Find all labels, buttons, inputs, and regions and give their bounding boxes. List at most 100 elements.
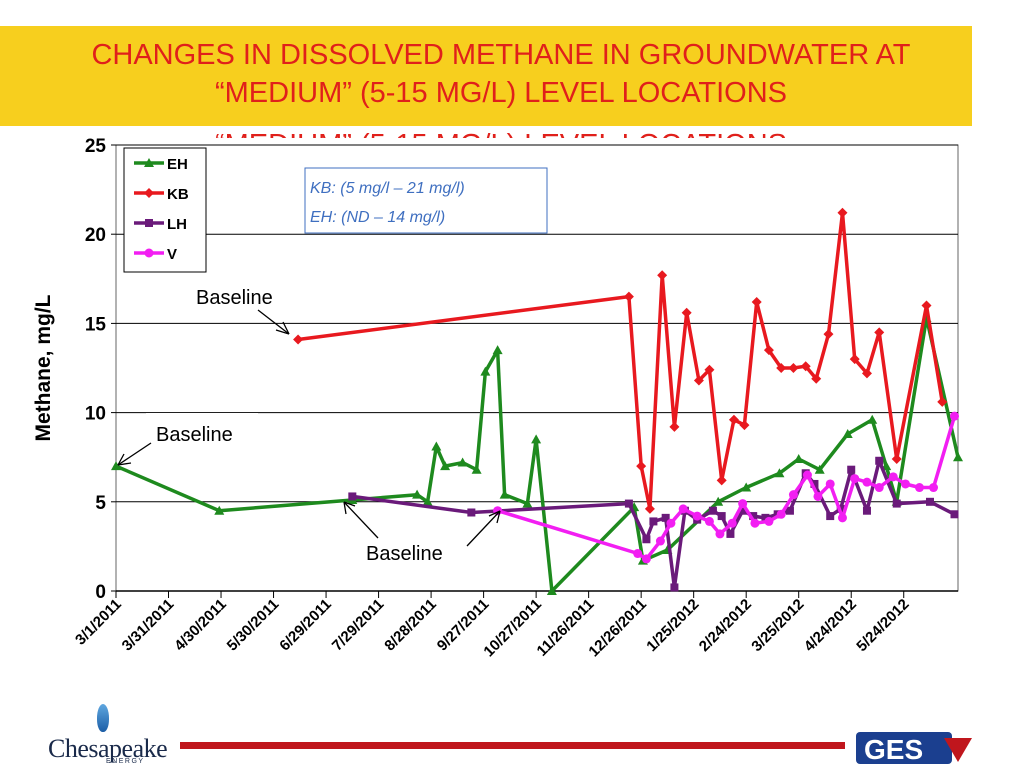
data-point-kb bbox=[751, 296, 762, 307]
data-point-lh bbox=[670, 583, 679, 592]
title-overflow: CHANGES IN DISSOLVED METHANE IN GROUNDWA… bbox=[0, 126, 1024, 138]
data-point-kb bbox=[693, 375, 704, 386]
flame-icon bbox=[97, 704, 109, 732]
data-point-lh bbox=[862, 506, 871, 515]
legend-marker-kb bbox=[144, 188, 154, 198]
data-point-v bbox=[928, 483, 938, 493]
data-point-eh bbox=[546, 586, 557, 595]
data-point-lh bbox=[467, 508, 476, 517]
data-point-eh bbox=[457, 457, 468, 467]
data-point-lh bbox=[649, 517, 658, 526]
data-point-eh bbox=[471, 464, 482, 474]
data-point-lh bbox=[749, 512, 758, 521]
data-point-eh bbox=[793, 453, 804, 463]
data-point-eh bbox=[431, 441, 442, 451]
annotation-lh-arrow bbox=[343, 501, 379, 539]
data-point-eh bbox=[480, 366, 491, 376]
data-point-v bbox=[837, 513, 847, 523]
annotation-eh-baseline: Baseline bbox=[156, 424, 233, 446]
data-point-v bbox=[678, 504, 688, 514]
data-point-v bbox=[862, 477, 872, 487]
data-point-v bbox=[874, 483, 884, 493]
data-point-eh bbox=[774, 468, 785, 478]
data-point-lh bbox=[726, 529, 735, 538]
info-box-line: EH: (ND – 14 mg/l) bbox=[310, 209, 445, 226]
legend-marker-v bbox=[144, 248, 154, 258]
methane-chart: 0 5 10 15 20 25 3/1/20113/31/20114/30/20115/30… bbox=[32, 136, 963, 660]
data-point-kb bbox=[681, 307, 692, 318]
annotation-kb-arrow bbox=[257, 309, 290, 335]
annotation-v-arrowhead bbox=[488, 510, 501, 524]
data-point-eh bbox=[531, 434, 542, 444]
ges-logo-text: GES bbox=[864, 734, 923, 765]
y-tick-label: 0 bbox=[95, 582, 106, 603]
data-point-kb bbox=[776, 363, 787, 373]
legend-marker-lh bbox=[145, 219, 153, 227]
data-point-kb bbox=[716, 475, 727, 486]
data-point-v bbox=[704, 516, 714, 526]
data-point-v bbox=[825, 479, 835, 489]
data-point-lh bbox=[875, 456, 884, 465]
data-point-eh bbox=[953, 452, 963, 462]
data-point-v bbox=[802, 470, 812, 480]
data-point-lh bbox=[761, 513, 770, 522]
ges-logo: GES bbox=[856, 732, 972, 765]
x-tick-label: 5/24/2012 bbox=[853, 596, 912, 655]
data-point-v bbox=[750, 518, 760, 528]
data-point-lh bbox=[624, 499, 633, 508]
chesapeake-logo-sub: ENERGY bbox=[106, 758, 145, 765]
data-point-lh bbox=[810, 479, 819, 488]
slide-title-overflow: CHANGES IN DISSOLVED METHANE IN GROUNDWA… bbox=[40, 126, 962, 138]
data-point-v bbox=[949, 411, 959, 421]
x-tick-label: 3/25/2012 bbox=[748, 596, 807, 655]
data-point-lh bbox=[708, 506, 717, 515]
legend-label-kb: KB bbox=[167, 186, 189, 203]
data-point-v bbox=[692, 511, 702, 521]
data-point-lh bbox=[847, 465, 856, 474]
chesapeake-logo: Chesapeake ENERGY bbox=[44, 700, 179, 766]
data-point-v bbox=[900, 479, 910, 489]
data-point-v bbox=[727, 518, 737, 528]
annotation-eh-arrowhead bbox=[117, 453, 132, 466]
y-axis-title: Methane, mg/L bbox=[32, 294, 55, 441]
data-point-v bbox=[633, 549, 643, 559]
data-point-lh bbox=[642, 535, 651, 544]
data-point-eh bbox=[522, 498, 533, 508]
data-point-kb bbox=[644, 503, 655, 514]
chesapeake-logo-text: Chesapeake bbox=[48, 734, 168, 763]
x-tick-label: 8/28/2011 bbox=[381, 596, 440, 655]
data-point-eh bbox=[814, 464, 825, 474]
x-tick-label: 2/24/2012 bbox=[696, 596, 755, 655]
data-point-kb bbox=[704, 364, 715, 375]
data-point-eh bbox=[440, 461, 451, 471]
data-point-eh bbox=[492, 345, 503, 355]
data-point-v bbox=[764, 516, 774, 526]
data-point-kb bbox=[728, 414, 739, 425]
x-tick-label: 7/29/2011 bbox=[329, 596, 388, 655]
x-tick-label: 3/31/2011 bbox=[119, 596, 178, 655]
y-tick-label: 15 bbox=[85, 314, 107, 335]
data-point-kb bbox=[763, 345, 774, 356]
data-point-eh bbox=[499, 489, 510, 499]
title-band: CHANGES IN DISSOLVED METHANE IN GROUNDWA… bbox=[0, 26, 972, 126]
info-box bbox=[304, 167, 548, 234]
x-tick-label: 1/25/2012 bbox=[643, 596, 702, 655]
data-point-kb bbox=[293, 334, 304, 345]
data-point-eh bbox=[412, 489, 423, 499]
x-tick-label: 3/1/2011 bbox=[72, 596, 125, 649]
x-tick-label: 6/29/2011 bbox=[276, 596, 335, 655]
data-point-v bbox=[888, 472, 898, 482]
legend-label-lh: LH bbox=[167, 216, 187, 233]
data-point-kb bbox=[874, 327, 885, 338]
data-point-v bbox=[788, 490, 798, 500]
data-point-v bbox=[776, 509, 786, 519]
data-point-eh bbox=[422, 496, 433, 506]
data-point-lh bbox=[925, 497, 934, 506]
annotation-lh-v-baseline: Baseline bbox=[366, 543, 443, 565]
data-point-v bbox=[655, 536, 665, 546]
footer-rule bbox=[180, 742, 845, 749]
annotation-v-arrow bbox=[466, 510, 501, 547]
data-point-kb bbox=[800, 361, 811, 372]
data-point-kb bbox=[811, 373, 822, 384]
data-point-kb bbox=[837, 207, 848, 218]
